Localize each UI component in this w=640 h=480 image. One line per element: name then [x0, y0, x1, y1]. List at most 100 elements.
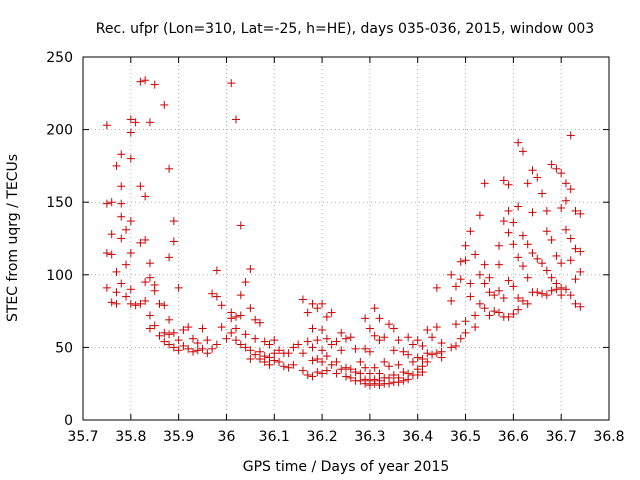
data-point	[126, 249, 135, 258]
data-point	[509, 282, 518, 291]
data-point	[107, 298, 116, 307]
data-point	[351, 368, 360, 377]
data-point	[169, 217, 178, 226]
data-point	[451, 282, 460, 291]
data-point	[542, 266, 551, 275]
data-point	[322, 352, 331, 361]
data-point	[471, 311, 480, 320]
data-point	[495, 308, 504, 317]
data-point	[538, 289, 547, 298]
data-point	[566, 291, 575, 300]
data-point	[165, 315, 174, 324]
data-point	[456, 257, 465, 266]
data-point	[576, 302, 585, 311]
data-point	[389, 324, 398, 333]
data-point	[437, 353, 446, 362]
data-point	[318, 369, 327, 378]
data-point	[165, 253, 174, 262]
data-point	[241, 278, 250, 287]
data-point	[504, 180, 513, 189]
data-point	[145, 118, 154, 127]
y-axis-label: STEC from uqrg / TECUs	[5, 154, 21, 322]
data-point	[447, 343, 456, 352]
data-point	[332, 357, 341, 366]
data-point	[485, 311, 494, 320]
chart-title: Rec. ufpr (Lon=310, Lat=-25, h=HE), days…	[96, 21, 594, 37]
data-point	[174, 283, 183, 292]
data-point	[212, 340, 221, 349]
data-point	[117, 279, 126, 288]
data-point	[394, 378, 403, 387]
data-point	[122, 225, 131, 234]
data-point	[303, 337, 312, 346]
data-point	[475, 299, 484, 308]
data-point	[485, 288, 494, 297]
data-point	[375, 314, 384, 323]
x-tick-label: 35.8	[115, 429, 146, 445]
data-point	[342, 363, 350, 372]
data-point	[413, 370, 422, 379]
y-tick-label: 200	[46, 123, 73, 139]
data-point	[322, 312, 331, 321]
x-tick-label: 36.8	[593, 429, 624, 445]
data-point	[265, 340, 274, 349]
y-tick-label: 100	[46, 268, 73, 284]
data-point	[375, 336, 384, 345]
data-point	[165, 330, 174, 339]
data-point	[227, 314, 236, 323]
data-point	[232, 336, 241, 345]
data-point	[423, 357, 432, 366]
data-point	[160, 301, 169, 310]
data-point	[126, 115, 135, 124]
data-point	[169, 237, 178, 246]
x-tick-label: 36.2	[307, 429, 338, 445]
data-points	[102, 76, 585, 390]
data-point	[557, 259, 566, 268]
data-point	[518, 231, 527, 240]
data-point	[571, 299, 580, 308]
data-point	[193, 339, 202, 348]
data-point	[150, 321, 159, 330]
data-point	[327, 340, 336, 349]
data-point	[552, 164, 561, 173]
data-point	[533, 254, 542, 263]
data-point	[370, 304, 379, 313]
data-point	[432, 349, 441, 358]
data-point	[385, 362, 394, 371]
data-point	[327, 308, 336, 317]
data-point	[318, 357, 327, 366]
data-point	[145, 311, 154, 320]
data-point	[174, 346, 183, 355]
data-point	[337, 365, 346, 374]
data-point	[322, 366, 331, 375]
data-point	[102, 249, 111, 258]
data-point	[447, 296, 456, 305]
data-point	[308, 356, 317, 365]
data-point	[466, 227, 475, 236]
data-point	[552, 285, 561, 294]
data-point	[241, 330, 250, 339]
data-point	[260, 357, 269, 366]
data-point	[251, 334, 260, 343]
data-point	[342, 334, 350, 343]
data-point	[217, 301, 226, 310]
data-point	[318, 299, 327, 308]
data-point	[141, 76, 150, 85]
y-tick-label: 0	[64, 413, 73, 429]
data-point	[294, 340, 303, 349]
x-tick-label: 35.9	[163, 429, 194, 445]
data-point	[566, 131, 575, 140]
data-point	[561, 196, 570, 205]
data-point	[308, 343, 317, 352]
data-point	[557, 283, 566, 292]
data-point	[356, 357, 365, 366]
data-point	[160, 337, 169, 346]
x-tick-label: 36	[218, 429, 236, 445]
data-point	[102, 121, 111, 130]
data-point	[232, 115, 241, 124]
data-point	[495, 241, 504, 250]
data-point	[408, 357, 417, 366]
data-point	[351, 344, 360, 353]
data-point	[404, 350, 413, 359]
data-point	[547, 273, 556, 282]
